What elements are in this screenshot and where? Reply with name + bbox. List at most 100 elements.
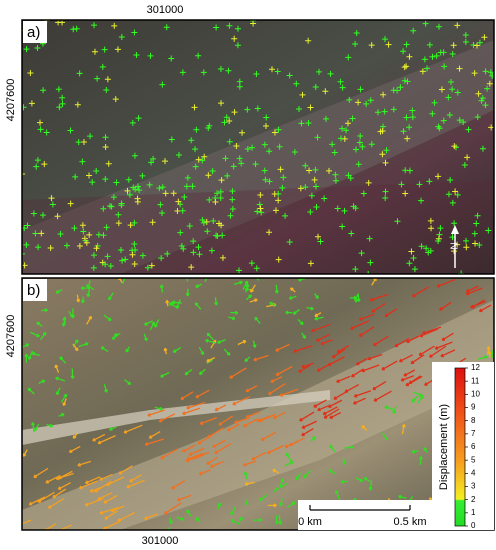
arrow [84, 476, 101, 485]
cross [90, 264, 97, 271]
cross [482, 102, 489, 109]
cross [86, 231, 93, 238]
cross [23, 241, 30, 248]
arrow [336, 375, 351, 383]
arrow [125, 346, 131, 353]
cross [429, 110, 436, 117]
arrow [352, 397, 366, 405]
cross [479, 145, 486, 152]
cross [217, 195, 224, 202]
cross [427, 247, 434, 254]
cross [274, 68, 281, 75]
arrow [55, 472, 74, 481]
cross [34, 45, 41, 52]
cross [115, 211, 122, 218]
cross [229, 206, 236, 213]
cross [129, 251, 136, 258]
cross [427, 217, 434, 224]
arrow [126, 479, 145, 489]
arrow [252, 340, 257, 348]
cross [475, 90, 482, 97]
arrow [306, 306, 314, 311]
arrow [195, 516, 201, 523]
cross [249, 144, 256, 151]
arrow [163, 502, 182, 515]
cross [129, 119, 136, 126]
arrow [363, 477, 371, 483]
arrow [274, 515, 279, 525]
cross [406, 167, 413, 174]
x-coordinate: 301000 [147, 4, 184, 16]
cross [380, 91, 387, 98]
cross [35, 244, 42, 251]
cross [418, 243, 425, 250]
cross [222, 155, 229, 162]
arrow [293, 345, 313, 353]
cross [401, 77, 408, 84]
cross [200, 69, 207, 76]
cross [67, 127, 74, 134]
cross [102, 176, 109, 183]
cross [193, 126, 200, 133]
cross [299, 91, 306, 98]
cross [456, 117, 463, 124]
cross [418, 197, 425, 204]
cross [307, 104, 314, 111]
cross [293, 80, 300, 87]
cross [382, 188, 389, 195]
arrow [371, 303, 386, 313]
cross [208, 247, 215, 254]
cross [271, 129, 278, 136]
cross [254, 208, 261, 215]
cross [452, 188, 459, 195]
cross [195, 156, 202, 163]
cross [488, 124, 494, 131]
colorbar-tick-label: 9 [471, 403, 476, 412]
arrow [72, 432, 78, 439]
arrow [237, 516, 243, 525]
cross [454, 191, 461, 198]
cross [190, 238, 197, 245]
cross [323, 115, 330, 122]
arrow [228, 316, 236, 321]
colorbar [454, 367, 466, 527]
cross [39, 212, 46, 219]
cross [474, 42, 481, 49]
cross [482, 68, 489, 75]
cross [180, 245, 187, 252]
cross [203, 218, 210, 225]
arrow [244, 481, 255, 486]
arrow [398, 354, 413, 363]
arrow [218, 415, 234, 426]
cross [162, 190, 169, 197]
cross [445, 191, 452, 198]
cross [463, 237, 470, 244]
cross [59, 94, 66, 101]
cross [307, 260, 314, 267]
cross [24, 222, 31, 229]
cross [57, 230, 64, 237]
cross [244, 106, 251, 113]
arrow [46, 423, 54, 428]
displacement-arrows [22, 278, 494, 530]
cross [159, 210, 166, 217]
cross [227, 212, 234, 219]
cross [48, 195, 55, 202]
cross [219, 232, 226, 239]
panel-label: a) [27, 24, 40, 41]
cross [199, 217, 206, 224]
arrow [477, 355, 488, 360]
arrow [422, 326, 442, 335]
arrow [322, 406, 338, 416]
cross [445, 94, 452, 101]
arrow [103, 383, 108, 393]
arrow [403, 369, 416, 377]
arrow [37, 491, 55, 503]
colorbar-tick-label: 11 [471, 376, 480, 385]
arrow [86, 288, 91, 298]
cross [189, 183, 196, 190]
cross [404, 135, 411, 142]
cross [440, 117, 447, 124]
arrow [212, 439, 226, 448]
